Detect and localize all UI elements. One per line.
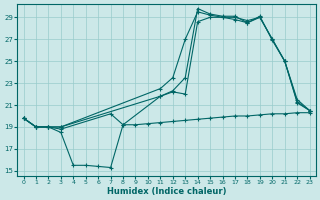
X-axis label: Humidex (Indice chaleur): Humidex (Indice chaleur) xyxy=(107,187,226,196)
